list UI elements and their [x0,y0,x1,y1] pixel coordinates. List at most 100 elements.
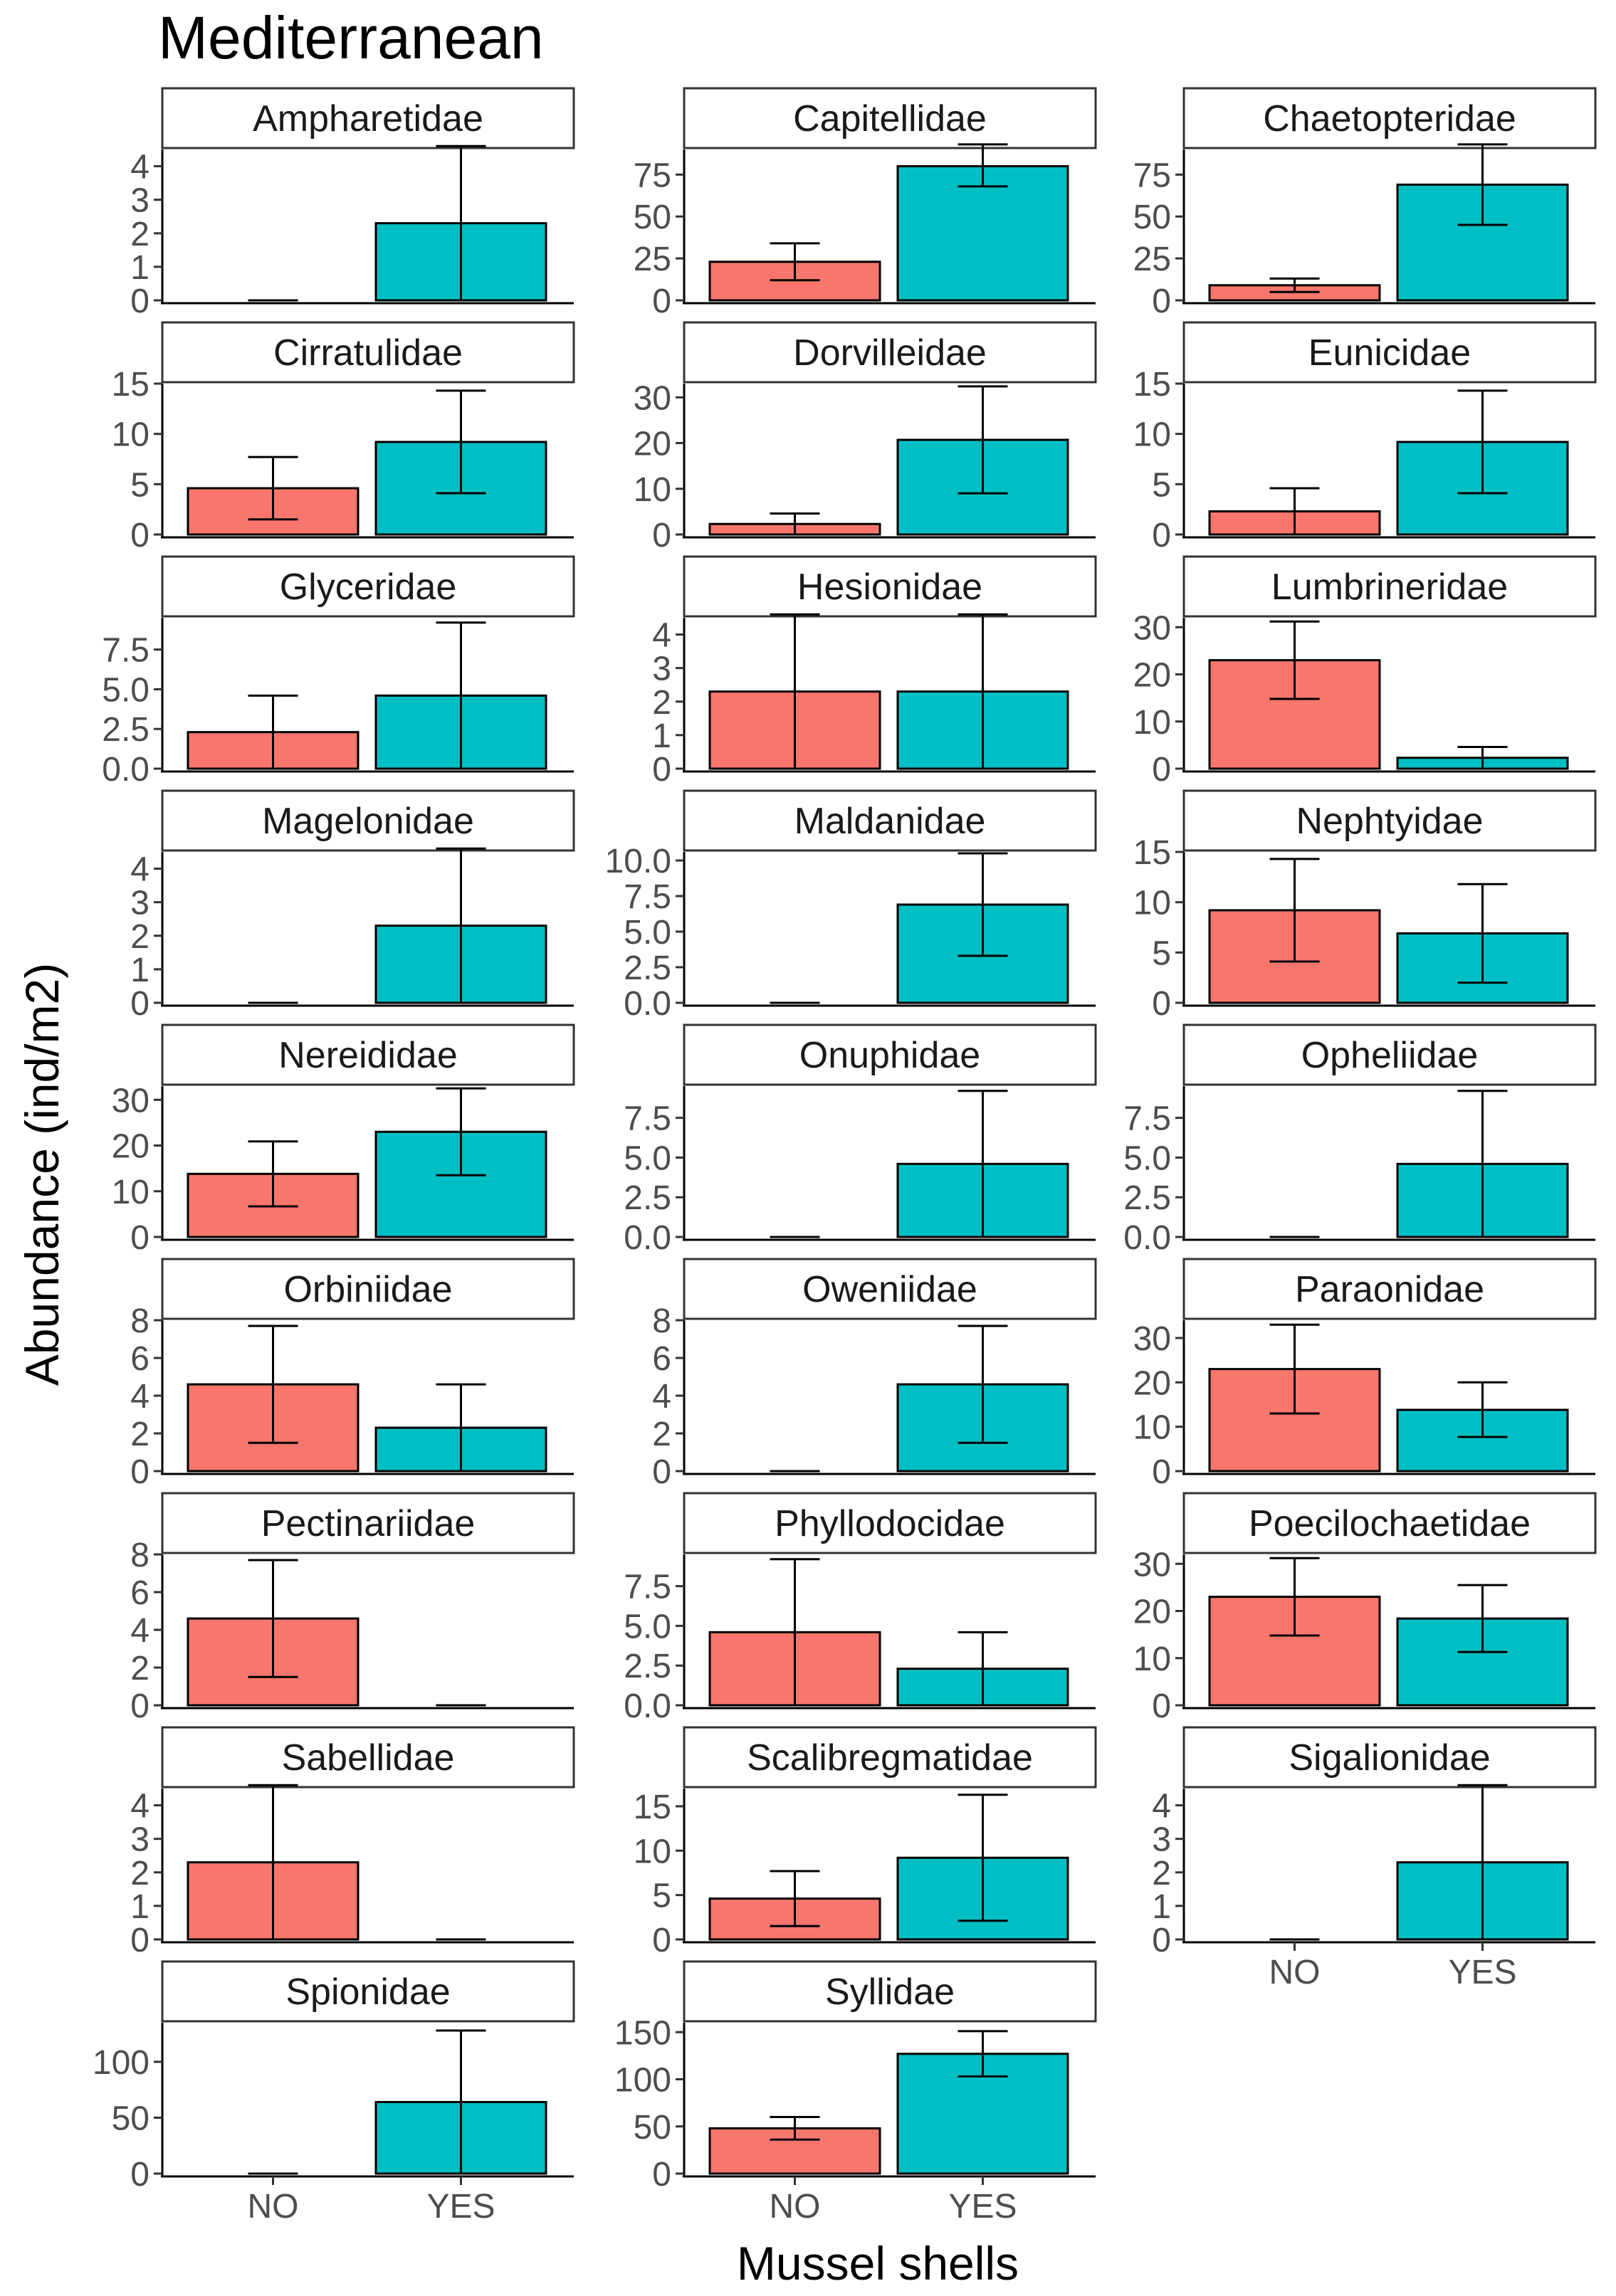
strip-label-sigalionidae: Sigalionidae [1289,1737,1490,1779]
strip-box-eunicidae [1182,321,1597,384]
y-tick-label: 4 [652,1378,671,1416]
y-tick-label: 1 [1152,1888,1171,1926]
panel-phyllodocidae: Phyllodocidae 0.02.55.07.5 [624,1492,1097,1725]
y-tick-label: 10 [1133,416,1171,454]
strip-label-maldanidae: Maldanidae [794,801,986,842]
strip-label-glyceridae: Glyceridae [280,567,457,608]
chart-title: Mediterranean [158,4,544,71]
strip-box-chaetopteridae [1182,87,1597,149]
strip-box-onuphidae [683,1023,1097,1086]
bar-poecilochaetidae-yes [1396,1617,1569,1707]
strip-box-cirratulidae [161,321,575,384]
panel-opheliidae: Opheliidae 0.02.55.07.5 [1123,1023,1597,1257]
strip-label-onuphidae: Onuphidae [799,1035,980,1076]
y-tick-label: 7.5 [624,1569,671,1606]
strip-label-nereididae: Nereididae [278,1035,458,1076]
strip-box-sigalionidae [1182,1726,1597,1789]
y-tick-label: 8 [130,1302,149,1340]
strip-box-ampharetidae [161,87,575,149]
strip-label-pectinariidae: Pectinariidae [261,1503,476,1544]
panel-scalibregmatidae: Scalibregmatidae 0 5 10 15 [634,1726,1097,1959]
strip-label-phyllodocidae: Phyllodocidae [775,1503,1005,1544]
y-tick-label: 2.5 [624,1179,671,1217]
panel-nereididae: Nereididae 0 10 20 30 [112,1023,575,1257]
panel-lumbrineridae: Lumbrineridae 0 10 20 30 [1133,555,1597,789]
y-tick-label: 4 [1152,1788,1171,1826]
strip-box-oweniidae [683,1258,1097,1320]
y-tick-label: 8 [130,1537,149,1574]
y-tick-label: 20 [1133,1364,1171,1402]
y-tick-label: 6 [652,1340,671,1378]
y-tick-label: 2 [652,1416,671,1453]
y-tick-label: 10 [1133,704,1171,742]
strip-label-eunicidae: Eunicidae [1308,332,1471,374]
y-tick-label: 25 [1133,241,1171,278]
strip-box-sabellidae [161,1726,575,1789]
strip-box-scalibregmatidae [683,1726,1097,1789]
y-tick-label: 4 [652,617,671,655]
panel-chaetopteridae: Chaetopteridae 0 25 50 75 [1133,87,1597,320]
panel-capitellidae: Capitellidae 0 25 50 75 [634,87,1097,320]
panel-glyceridae: Glyceridae 0.02.55.07.5 [102,555,575,789]
strip-box-spionidae [161,1960,575,2023]
y-tick-label: 1 [130,952,149,989]
strip-box-phyllodocidae [683,1492,1097,1554]
y-tick-label: 5 [130,466,149,504]
y-tick-label: 8 [652,1302,671,1340]
strip-label-nephtyidae: Nephtyidae [1296,801,1483,842]
y-tick-label: 0 [1152,1687,1171,1725]
panel-cirratulidae: Cirratulidae 0 5 10 15 [112,321,575,554]
strip-label-sabellidae: Sabellidae [282,1737,455,1779]
y-tick-label: 0.0 [624,1219,671,1257]
y-tick-label: 0 [1152,1453,1171,1491]
y-tick-label: 2.5 [1123,1179,1171,1217]
y-tick-label: 0 [652,1453,671,1491]
y-tick-label: 50 [634,2109,671,2147]
facet-panels: Ampharetidae01234Capitellidae0255075Chae… [93,87,1597,2226]
strip-box-dorvilleidae [683,321,1097,384]
bar-capitellidae-yes [896,165,1069,302]
y-tick-label: 5.0 [1123,1139,1171,1177]
y-tick-label: 7.5 [624,878,671,916]
strip-label-ampharetidae: Ampharetidae [253,98,483,139]
y-tick-label: 2 [130,1416,149,1453]
y-tick-label: 7.5 [102,632,149,670]
strip-box-pectinariidae [161,1492,575,1554]
panel-onuphidae: Onuphidae 0.02.55.07.5 [624,1023,1097,1257]
strip-label-paraonidae: Paraonidae [1295,1269,1484,1310]
panel-paraonidae: Paraonidae 0 10 20 30 [1133,1258,1597,1491]
y-tick-label: 2 [652,684,671,722]
strip-label-opheliidae: Opheliidae [1301,1035,1479,1076]
x-tick-label-yes: YES [1448,1954,1516,1991]
panel-nephtyidae: Nephtyidae 0 5 10 15 [1133,789,1597,1023]
y-tick-label: 6 [130,1574,149,1612]
panel-dorvilleidae: Dorvilleidae 0 10 20 30 [634,321,1097,554]
y-tick-label: 0 [1152,283,1171,320]
y-tick-label: 0 [652,1922,671,1959]
y-tick-label: 20 [1133,657,1171,695]
strip-box-maldanidae [683,789,1097,852]
y-tick-label: 10 [634,1833,671,1870]
y-tick-label: 2 [130,1855,149,1892]
panel-eunicidae: Eunicidae 0 5 10 15 [1133,321,1597,554]
y-tick-label: 6 [130,1340,149,1378]
strip-box-paraonidae [1182,1258,1597,1320]
y-tick-label: 10 [1133,1409,1171,1447]
y-tick-label: 3 [1152,1821,1171,1859]
y-tick-label: 20 [112,1128,149,1166]
y-tick-label: 3 [130,1821,149,1859]
x-axis-title: Mussel shells [737,2237,1019,2290]
strip-label-oweniidae: Oweniidae [802,1269,977,1310]
strip-box-magelonidae [161,789,575,852]
y-tick-label: 2.5 [624,1648,671,1685]
strip-box-nereididae [161,1023,575,1086]
panel-maldanidae: Maldanidae 0.02.55.07.510.0 [605,789,1097,1023]
y-tick-label: 0 [652,2156,671,2194]
y-tick-label: 10 [112,416,149,454]
panel-poecilochaetidae: Poecilochaetidae 0 10 20 30 [1133,1492,1597,1725]
y-tick-label: 0 [1152,1922,1171,1959]
strip-label-cirratulidae: Cirratulidae [273,332,463,374]
